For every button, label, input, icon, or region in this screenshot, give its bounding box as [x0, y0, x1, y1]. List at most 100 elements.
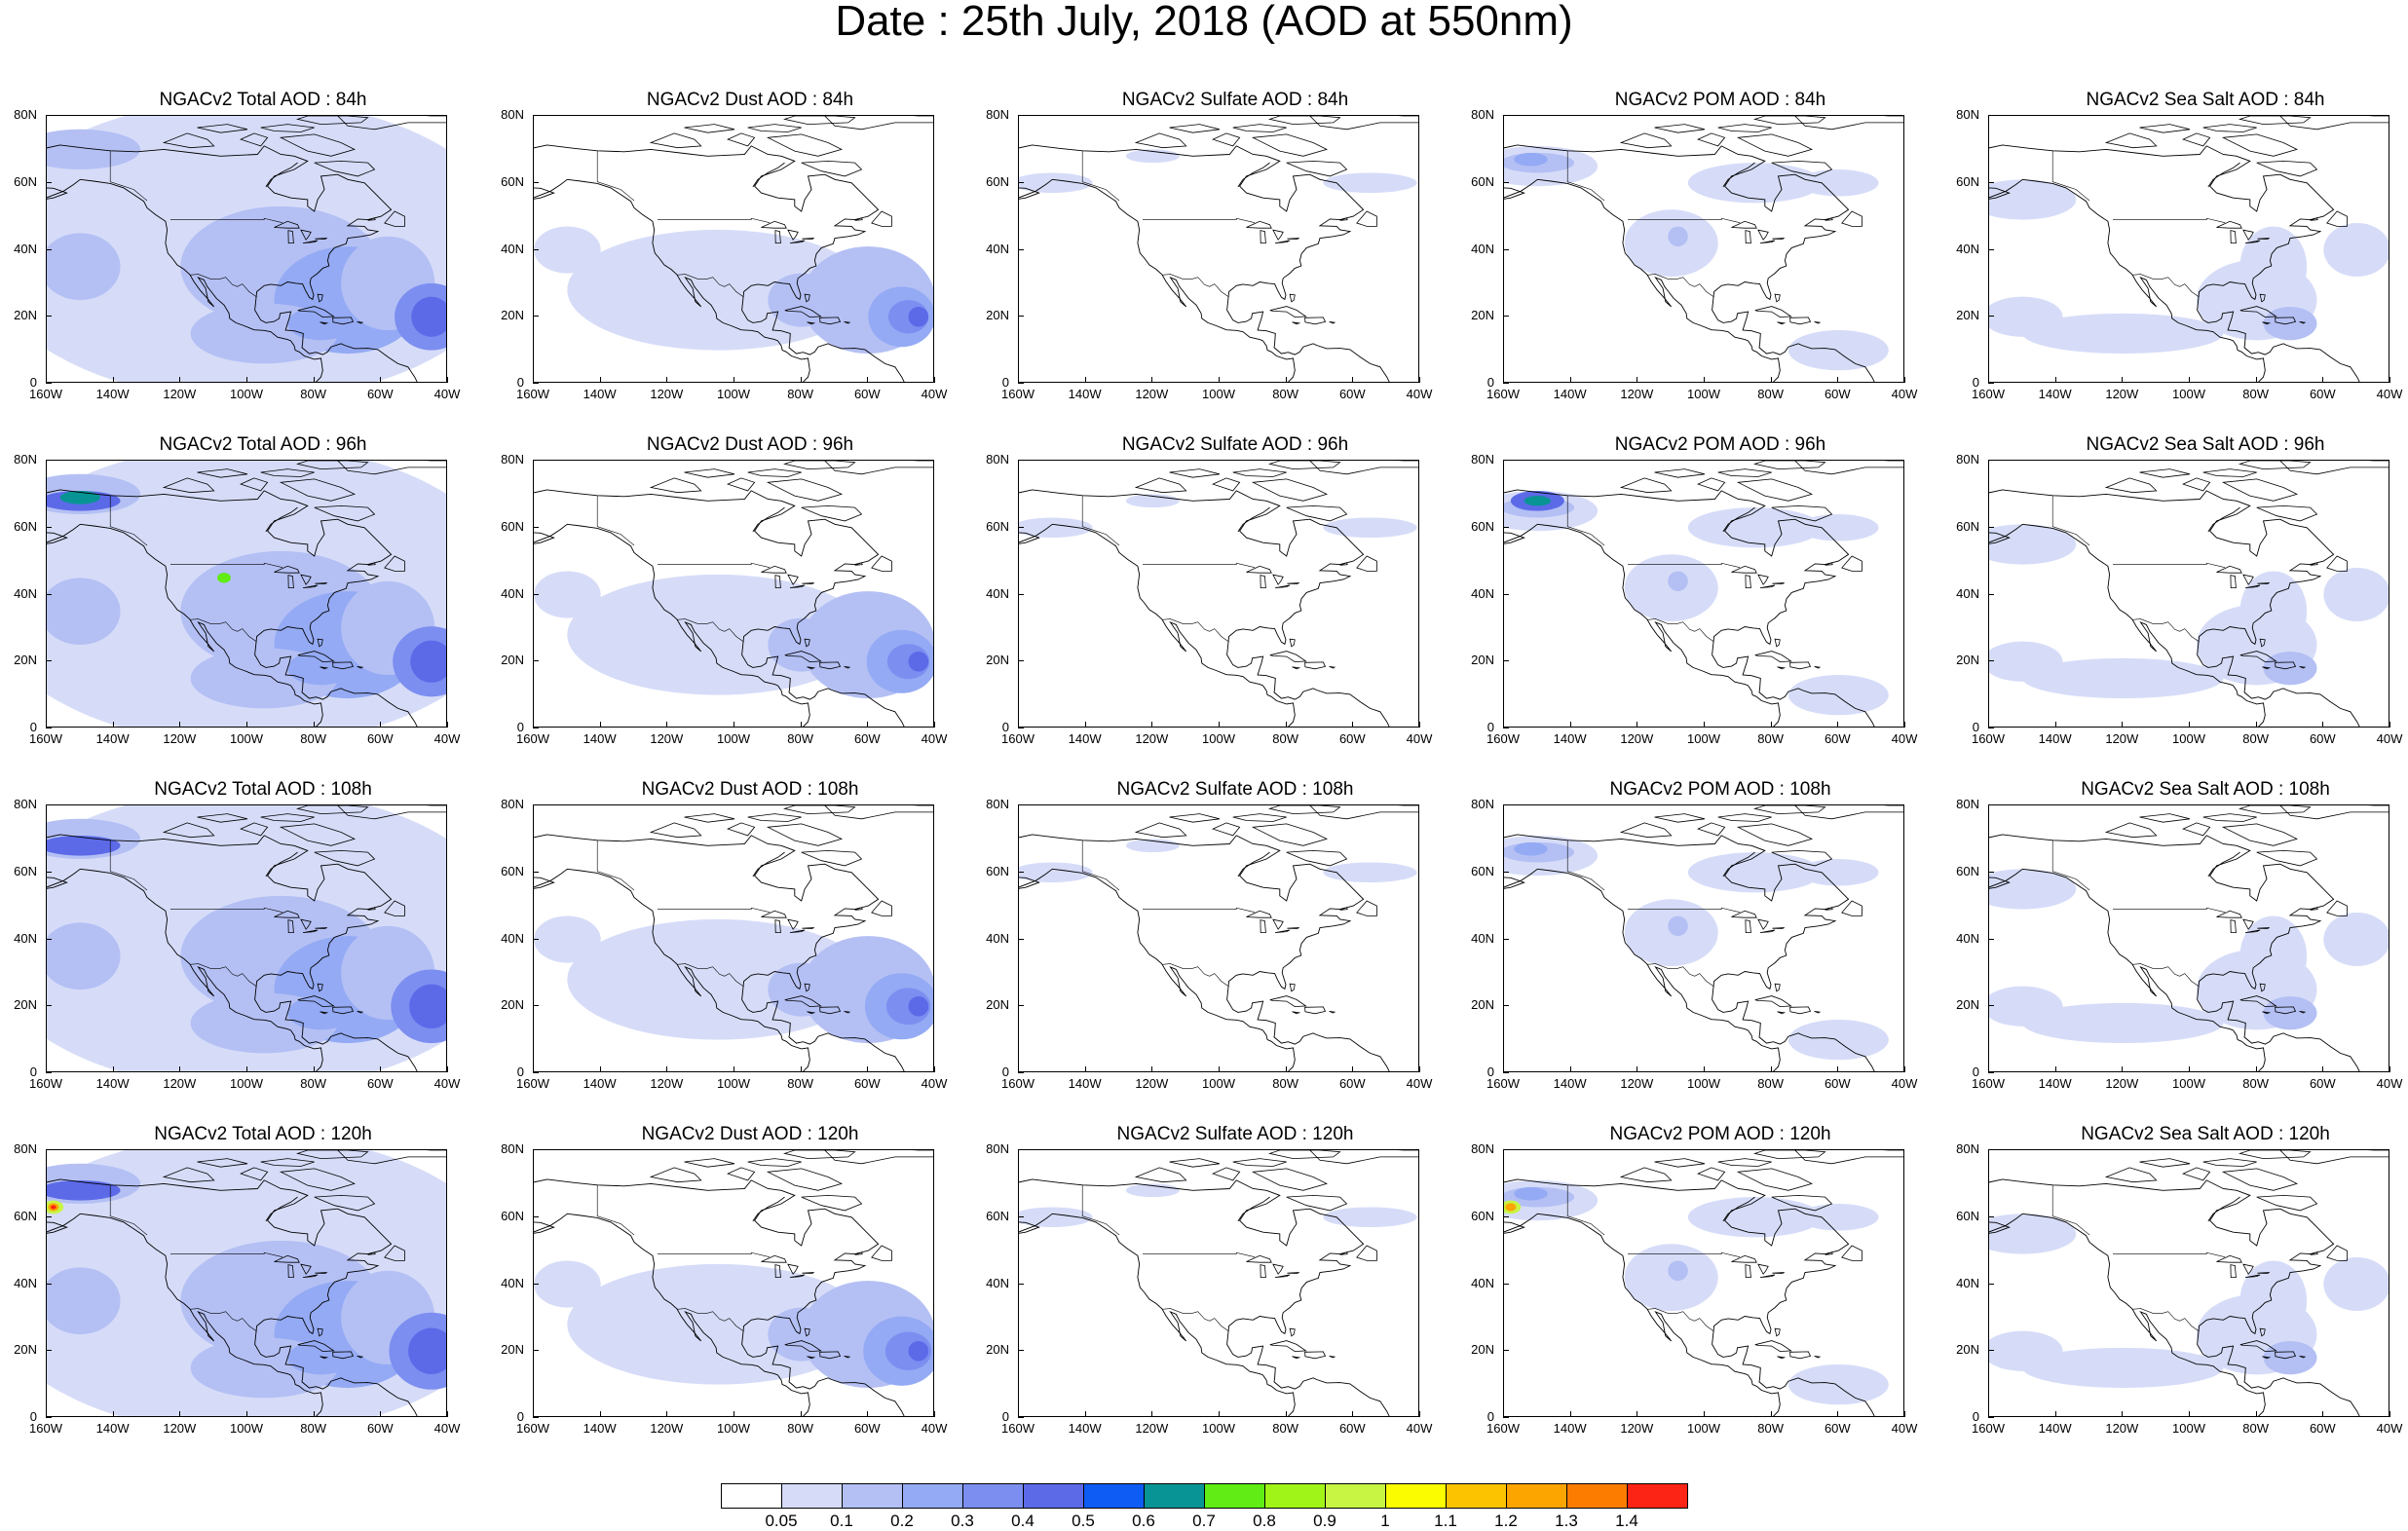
lon-tick [1352, 722, 1354, 728]
colorbar-swatch [1506, 1483, 1567, 1509]
colorbar-label: 1.3 [1555, 1512, 1578, 1530]
coastline [1504, 868, 1781, 1071]
coastline [1647, 1308, 1714, 1332]
map-panel: NGACv2 POM AOD : 120h 80N 60N 40N 20N 0 160W 14… [1457, 1125, 1983, 1437]
coastline [279, 823, 356, 846]
coastline [1019, 178, 1296, 382]
coastline [274, 910, 300, 918]
coastline [819, 1351, 842, 1360]
coastline [774, 230, 781, 243]
lat-tick [533, 660, 539, 662]
lon-tick-label: 120W [163, 1421, 197, 1436]
lat-tick-label: 20N [14, 997, 37, 1013]
coastline [279, 478, 356, 502]
panel-title: NGACv2 Dust AOD : 108h [641, 779, 859, 800]
lon-tick [1837, 722, 1839, 728]
lat-tick-label: 60N [986, 518, 1009, 534]
lon-tick-label: 100W [2172, 1421, 2205, 1436]
coastline [1143, 1251, 1256, 1257]
coastline [1019, 868, 1296, 1071]
coastline [1774, 983, 1781, 992]
lat-tick [533, 871, 539, 873]
lon-tick [1352, 377, 1354, 383]
coastline [2216, 910, 2242, 918]
lon-tick-label: 60W [853, 731, 881, 746]
lon-tick-label: 100W [230, 1076, 263, 1091]
coastline [1789, 317, 1812, 325]
lon-tick [800, 377, 802, 383]
coastline [1789, 1006, 1812, 1015]
aod-contour [51, 1205, 56, 1210]
lon-tick [2122, 1066, 2124, 1072]
coastline [761, 1254, 787, 1263]
lat-tick [1018, 1215, 1024, 1217]
coastline [1272, 229, 1284, 241]
lon-tick [1084, 377, 1086, 383]
lon-tick [380, 1411, 382, 1417]
coastline [804, 983, 810, 992]
lon-tick [1904, 1411, 1905, 1417]
coastline [1286, 160, 1348, 177]
coastline [2262, 666, 2272, 670]
coastline [684, 1158, 735, 1168]
lon-tick-label: 80W [300, 1076, 327, 1091]
coastline [2104, 822, 2158, 839]
coastline [1272, 1263, 1284, 1275]
coastline [332, 317, 355, 325]
aod-contour [1687, 163, 1823, 204]
aod-contour [1989, 1330, 2063, 1371]
lat-tick [1503, 660, 1509, 662]
coastline [1794, 116, 1903, 131]
lon-tick-label: 160W [1486, 1421, 1520, 1436]
coastline [1989, 868, 2266, 1071]
lat-tick-label: 0 [1972, 375, 1979, 390]
lon-tick-label: 80W [787, 1421, 814, 1436]
aod-contour [1019, 517, 1093, 539]
lat-tick [533, 1417, 539, 1418]
lat-tick-label: 40N [14, 930, 37, 946]
coastline [1989, 1213, 2266, 1416]
coastline [677, 1308, 744, 1332]
coastline [802, 238, 814, 240]
panel-title: NGACv2 Dust AOD : 84h [646, 90, 854, 110]
coastline [1504, 523, 1781, 727]
coastline [287, 575, 294, 588]
coastline [1274, 1274, 1291, 1278]
coastline [752, 1196, 785, 1222]
coastline [1134, 477, 1187, 494]
lon-tick-label: 120W [650, 1076, 684, 1091]
lon-tick [1018, 377, 1019, 383]
map-panel: NGACv2 Sulfate AOD : 84h 80N 60N 40N 20N 0 160… [972, 91, 1498, 402]
lat-tick [1503, 460, 1509, 461]
coastline [658, 562, 771, 568]
coastline [824, 461, 933, 475]
lat-tick [1018, 871, 1024, 873]
aod-contour [1798, 1204, 1879, 1231]
lon-tick [1151, 1411, 1153, 1417]
coastline [1504, 489, 1875, 727]
lon-tick [2189, 1411, 2190, 1417]
coastline [1647, 618, 1714, 643]
coastline [2275, 661, 2297, 670]
lon-tick-label: 80W [1272, 731, 1299, 746]
lon-tick-label: 120W [1620, 731, 1654, 746]
coastline [314, 160, 376, 177]
lon-tick-label: 100W [1687, 731, 1720, 746]
coastline [162, 132, 215, 149]
coastline [782, 1150, 856, 1160]
lat-tick-label: 40N [1471, 1275, 1494, 1290]
coastline [684, 468, 735, 478]
lon-tick [447, 1066, 448, 1072]
coastline [297, 995, 335, 1008]
coastline [1777, 1011, 1787, 1015]
coastline [295, 1150, 369, 1160]
lon-tick [599, 1411, 601, 1417]
coastline [2132, 963, 2200, 988]
aod-contour [1989, 524, 2077, 565]
colorbar-swatch [1385, 1483, 1447, 1509]
coastline [2113, 1251, 2226, 1257]
coastline [1269, 651, 1307, 663]
lon-tick-label: 60W [1824, 1421, 1851, 1436]
map-frame [533, 804, 934, 1072]
coastline [2279, 1150, 2389, 1165]
